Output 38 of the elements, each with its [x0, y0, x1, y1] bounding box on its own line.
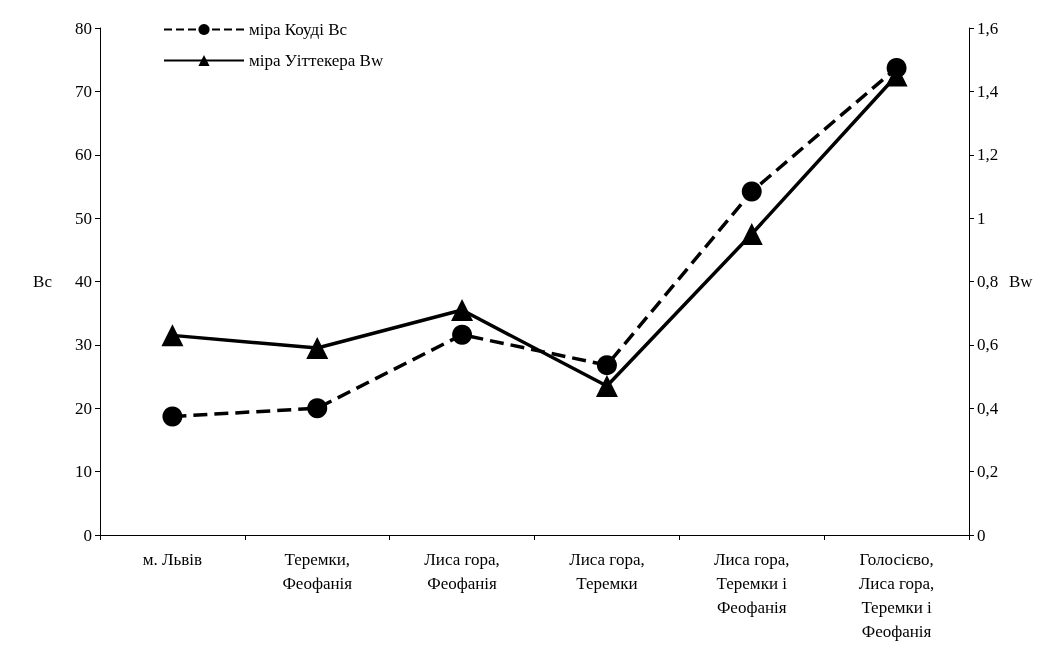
y2-tick-label: 1,4 [977, 81, 999, 101]
point [161, 324, 184, 347]
y-tick-label: 20 [75, 398, 92, 418]
y2-tick-label: 0,4 [977, 398, 999, 418]
point [162, 406, 183, 427]
y-axis-title: Bc [33, 272, 53, 291]
y-tick-label: 10 [75, 462, 92, 482]
x-tick-label: Лиса гора, Феофанія [424, 549, 500, 593]
y2-tick-label: 1 [977, 208, 986, 228]
y2-tick-label: 0,6 [977, 335, 999, 355]
x-tick-label: Теремки, Феофанія [282, 549, 353, 593]
y-tick-label: 40 [75, 272, 92, 291]
y-tick-label: 50 [75, 208, 92, 228]
x-tick-label: м. Львів [142, 549, 203, 569]
y-tick-label: 30 [75, 335, 92, 355]
point [451, 299, 474, 322]
y2-tick-label: 0,8 [977, 272, 999, 291]
x-tick-label: Голосієво, Лиса гора, Теремки і Феофанія [858, 549, 935, 641]
y2-tick-label: 0,2 [977, 462, 999, 482]
legend-label: міра Уіттекера Bw [249, 51, 384, 70]
point [595, 375, 618, 398]
point [452, 324, 473, 345]
y2-axis-title: Bw [1009, 272, 1034, 291]
x-tick-label: Лиса гора, Теремки [569, 549, 645, 593]
y2-tick-label: 1,6 [977, 18, 999, 38]
x-tick-label: Лиса гора, Теремки і Феофанія [713, 549, 790, 617]
y-tick-label: 0 [83, 525, 92, 545]
y-tick-label: 80 [75, 18, 92, 38]
y-tick-label: 60 [75, 145, 92, 165]
point [596, 355, 617, 376]
y2-tick-label: 1,2 [977, 145, 999, 165]
point [741, 181, 762, 202]
legend-label: міра Коуді Bc [249, 20, 348, 39]
y2-tick-label: 0 [977, 525, 986, 545]
point [740, 222, 763, 245]
point [307, 398, 328, 419]
point [306, 337, 329, 360]
y-tick-label: 70 [75, 81, 92, 101]
